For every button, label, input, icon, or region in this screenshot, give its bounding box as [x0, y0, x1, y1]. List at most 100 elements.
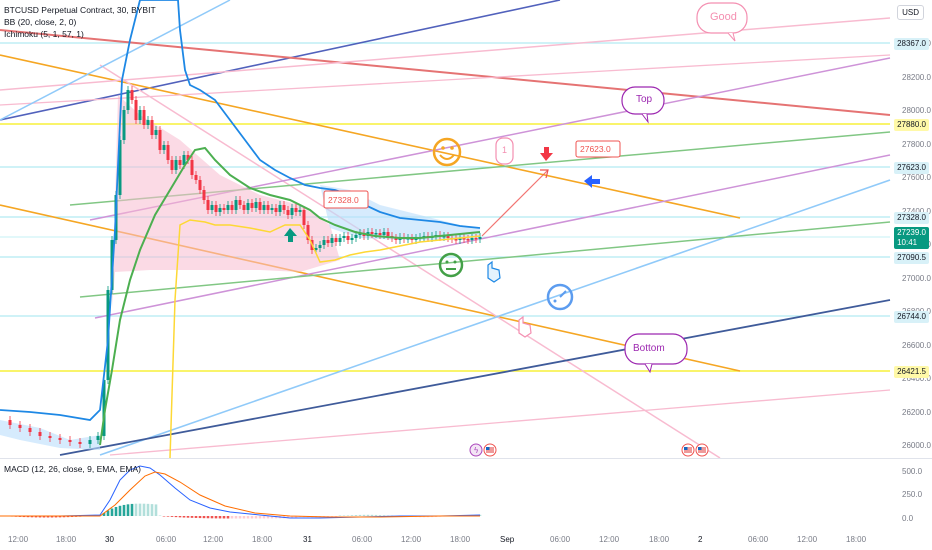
macd-histogram-bar — [174, 516, 178, 518]
top-label: Top — [636, 94, 653, 105]
macd-indicator-label[interactable]: MACD (12, 26, close, 9, EMA, EMA) — [4, 464, 141, 474]
candle-body — [230, 205, 234, 210]
callout-bottom[interactable] — [624, 333, 688, 374]
candle-body — [218, 208, 222, 212]
candle-body — [262, 205, 266, 210]
macd-histogram-bar — [66, 516, 70, 518]
candle-body — [38, 432, 42, 436]
trendline-red — [0, 29, 891, 116]
bb-indicator-label[interactable]: BB (20, close, 2, 0) — [4, 17, 77, 27]
current-price-countdown: 10:41 — [897, 238, 918, 247]
neutral-face-icon[interactable] — [438, 252, 464, 278]
candle-body — [274, 208, 278, 212]
macd-histogram-bar — [238, 516, 242, 519]
currency-button[interactable]: USD — [897, 5, 924, 20]
time-axis-label: 2 — [698, 535, 703, 544]
macd-histogram-bar — [34, 516, 38, 518]
macd-histogram-bar — [70, 516, 74, 518]
macd-histogram-bar — [118, 505, 122, 516]
macd-histogram-bar — [386, 515, 390, 516]
macd-histogram-bar — [350, 515, 354, 516]
price-label-box-27328[interactable] — [323, 190, 369, 209]
macd-histogram-bar — [342, 515, 346, 516]
candle-body — [214, 205, 218, 212]
time-axis-label: 31 — [303, 535, 312, 544]
macd-histogram-bar — [190, 516, 194, 518]
candle-body — [334, 238, 338, 242]
macd-histogram-bar — [42, 516, 46, 518]
candle-body — [88, 440, 92, 444]
candle-body — [130, 90, 134, 100]
price-label-box-target[interactable] — [575, 140, 621, 158]
macd-histogram-bar — [134, 503, 138, 516]
macd-histogram-bar — [242, 516, 246, 519]
arrow-left-blue — [584, 175, 600, 188]
candle-body — [270, 208, 274, 210]
trendline-orange-upper — [0, 54, 741, 219]
level-price-tag: 26421.5 — [894, 366, 929, 378]
candle-body — [238, 200, 242, 205]
callout-top[interactable] — [621, 86, 665, 124]
pane-separator[interactable] — [0, 458, 932, 459]
trendline-green-lower — [79, 221, 891, 298]
price-axis-label: 26000.0 — [902, 441, 931, 450]
candle-body — [386, 232, 390, 236]
event-icons[interactable]: ϟ — [469, 443, 709, 457]
macd-histogram-bar — [114, 506, 118, 516]
candle-body — [298, 210, 302, 212]
macd-histogram-bar — [30, 516, 34, 518]
time-axis-label: 18:00 — [649, 535, 670, 544]
candle-body — [150, 120, 154, 135]
candle-body — [350, 238, 354, 240]
happy-face-icon[interactable] — [432, 137, 462, 167]
macd-axis-label: 500.0 — [902, 467, 923, 476]
macd-histogram-bar — [166, 516, 170, 517]
price-axis-label: 26200.0 — [902, 407, 931, 417]
candle-body — [118, 140, 122, 195]
candle-body — [186, 155, 190, 160]
candle-body — [250, 203, 254, 208]
one-label: 1 — [502, 145, 508, 155]
clock-icon[interactable] — [546, 283, 574, 311]
price-axis-label: 28200.0 — [902, 72, 931, 82]
candle-body — [142, 110, 146, 125]
macd-histogram-bar — [170, 516, 174, 517]
level-price-tag: 27623.0 — [894, 162, 929, 174]
macd-histogram-bar — [246, 516, 250, 519]
level-price-tag: 27880.0 — [894, 119, 929, 131]
candle-body — [306, 225, 310, 240]
callout-one[interactable] — [495, 137, 514, 165]
candle-body — [286, 210, 290, 215]
level-price-tag: 27328.0 — [894, 212, 929, 224]
trendline-pink-2 — [0, 54, 891, 106]
macd-histogram-bar — [370, 514, 374, 516]
candle-body — [378, 233, 382, 235]
hand-pointer-icon-pink[interactable] — [518, 315, 532, 338]
time-axis-label: 18:00 — [56, 535, 77, 544]
projection-arrow[interactable] — [481, 169, 549, 237]
macd-histogram-bar — [154, 504, 158, 516]
current-price-tag: 27239.0 10:41 — [894, 227, 929, 249]
level-price-tag: 27090.5 — [894, 252, 929, 264]
candle-body — [162, 145, 166, 150]
macd-histogram-bar — [150, 504, 154, 516]
ichimoku-yellow-line — [169, 219, 481, 459]
macd-histogram-bar — [158, 515, 162, 516]
time-axis-label: 18:00 — [252, 535, 273, 544]
ichimoku-indicator-label[interactable]: Ichimoku (5, 1, 57, 1) — [4, 29, 84, 39]
symbol-title[interactable]: BTCUSD Perpetual Contract, 30, BYBIT — [4, 5, 156, 15]
macd-histogram-bar — [290, 516, 294, 519]
macd-histogram-bar — [182, 516, 186, 518]
level-price-tag: 28367.0 — [894, 38, 929, 50]
candle-body — [96, 436, 100, 440]
callout-good[interactable] — [696, 2, 748, 42]
trendline-navy-bottom — [59, 299, 891, 456]
candle-body — [154, 130, 158, 135]
macd-histogram-bar — [186, 516, 190, 518]
hand-pointer-icon[interactable] — [487, 260, 501, 283]
macd-histogram-bar — [366, 514, 370, 516]
candle-body — [8, 420, 12, 425]
macd-histogram-bar — [210, 516, 214, 519]
